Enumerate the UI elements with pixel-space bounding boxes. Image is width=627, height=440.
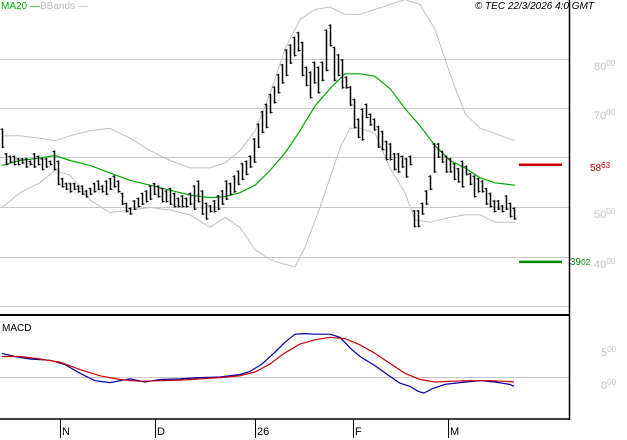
support-label: 3902 xyxy=(570,257,591,268)
x-axis-ticks xyxy=(60,419,449,438)
macd-title: MACD xyxy=(2,323,32,334)
support-resistance-lines xyxy=(519,163,562,264)
copyright-timestamp: © TEC 22/3/2026 4:0 GMT xyxy=(474,1,594,12)
x-label-dec: D xyxy=(157,426,165,438)
legend-ma20: MA20 — xyxy=(1,1,40,12)
ohlc-bars xyxy=(0,24,517,228)
x-label-nov: N xyxy=(62,426,70,438)
bollinger-bands xyxy=(1,0,516,268)
x-label-feb: F xyxy=(355,426,362,438)
x-label-2026: 26 xyxy=(257,426,270,438)
macd-lines xyxy=(1,332,515,394)
y-label-5000: 5000 xyxy=(594,207,616,221)
main-gridlines xyxy=(0,59,569,307)
legend-bbands: BBands — xyxy=(40,1,88,12)
resistance-label: 5863 xyxy=(590,161,611,174)
y-label-8000: 8000 xyxy=(594,59,616,73)
ma20-line xyxy=(1,73,516,199)
y-label-4000: 4000 xyxy=(594,257,616,271)
macd-label-0: 000 xyxy=(601,378,617,392)
macd-label-500: 500 xyxy=(601,345,617,359)
x-label-mar: M xyxy=(450,426,460,438)
y-label-7000: 7000 xyxy=(594,108,616,122)
